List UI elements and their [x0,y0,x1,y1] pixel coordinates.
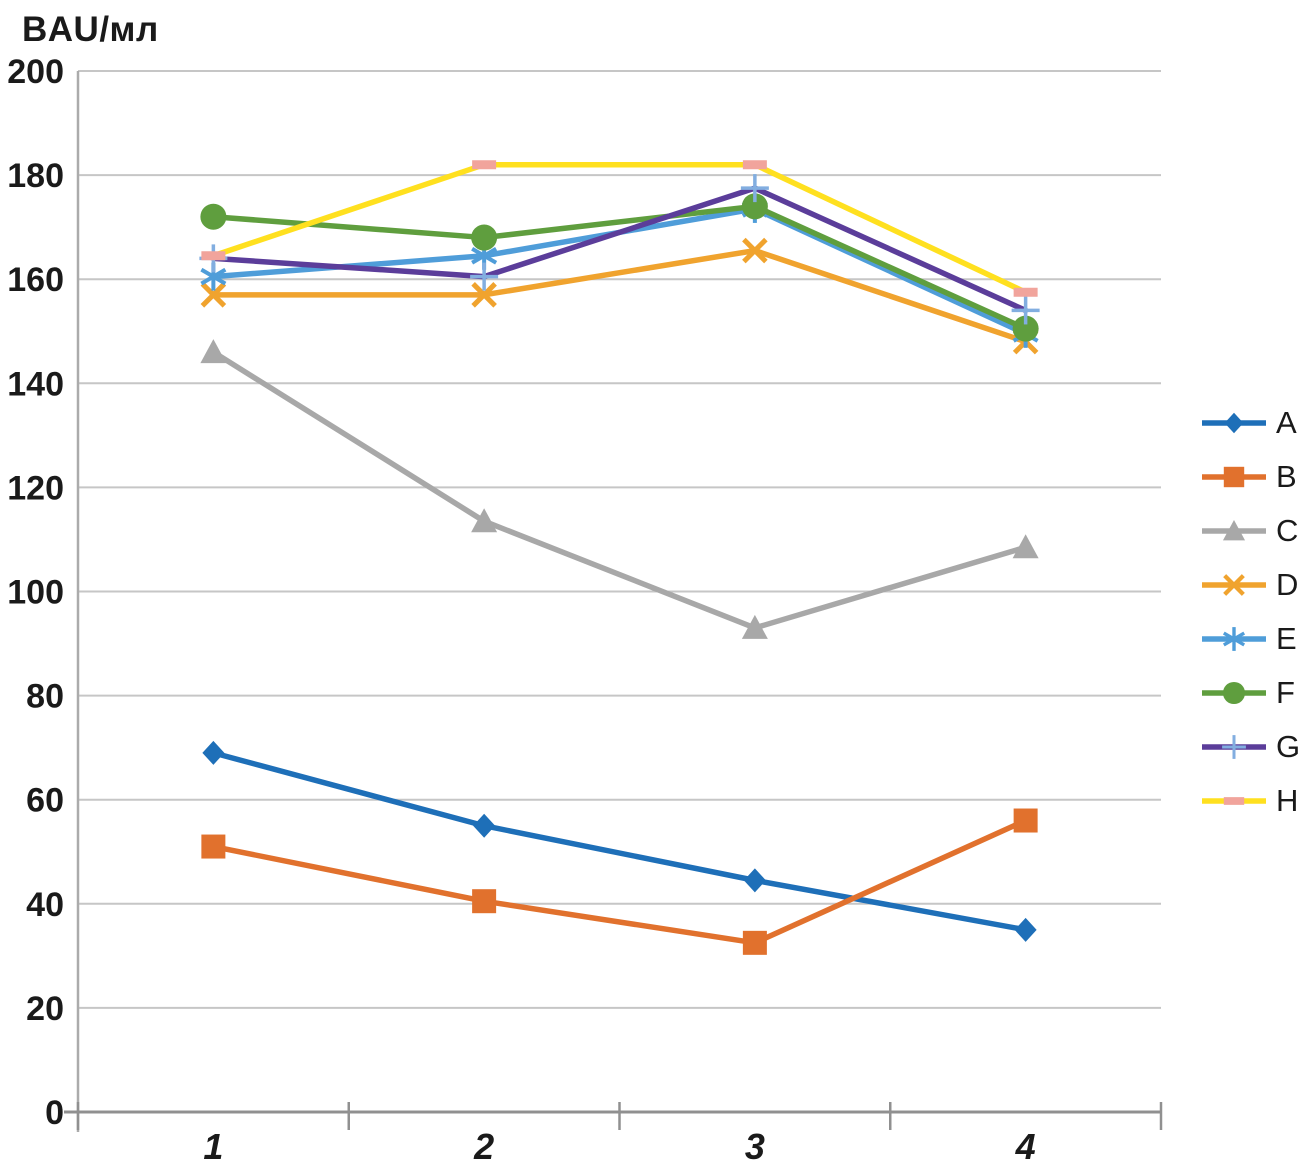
series-line-F [210,203,1029,332]
data-point-G-2 [470,262,499,291]
y-tick-label: 140 [7,365,64,403]
data-point-F-3 [741,193,768,220]
legend-item-D: D [1200,558,1300,612]
y-tick-label: 20 [26,990,64,1028]
legend-item-C: C [1200,504,1300,558]
data-point-G-3 [740,174,769,203]
legend-marker-diamond-icon [1202,412,1266,434]
y-tick-label: 160 [7,261,64,299]
data-point-C-2 [471,508,498,533]
legend-marker-asterisk-icon [1202,627,1266,651]
data-point-A-1 [202,740,225,765]
legend-item-H: H [1200,774,1300,828]
series-C [200,339,1039,639]
legend-marker-square-icon [1202,466,1266,488]
y-tick-label: 40 [26,886,64,924]
legend-label: E [1276,621,1297,656]
legend-marker-dash-icon [1202,797,1266,805]
y-tick-label: 180 [7,157,64,195]
data-point-B-2 [472,889,497,914]
data-point-C-1 [200,339,227,364]
legend-label: H [1276,783,1299,818]
legend-label: B [1276,459,1297,494]
legend-item-E: E [1200,612,1300,666]
data-point-G-4 [1011,296,1040,325]
series-B [201,808,1038,955]
data-point-D-3 [742,237,768,264]
series-line-B [210,817,1029,946]
series-G [199,174,1040,325]
data-point-A-3 [743,868,766,893]
data-point-F-1 [200,203,227,230]
data-point-B-1 [201,834,226,859]
x-tick-label: 4 [1015,1126,1036,1167]
legend-marker-plus-icon [1202,735,1266,759]
y-axis-labels: 0 20 40 60 80 100 120 140 160 180 200 [7,53,64,1132]
legend-label: F [1276,675,1295,710]
data-point-A-4 [1014,917,1037,942]
legend-item-A: A [1200,396,1300,450]
y-tick-label: 200 [7,53,64,91]
y-tick-label: 60 [26,782,64,820]
data-point-F-2 [471,224,498,251]
series-F [200,193,1039,342]
data-point-A-2 [473,813,496,838]
series-line-H [210,161,1029,295]
data-point-D-1 [200,282,227,308]
data-point-C-4 [1012,534,1039,559]
series-H [201,160,1038,297]
legend-marker-triangle-icon [1202,519,1266,541]
x-tick-label: 2 [473,1126,494,1167]
series-A [202,740,1037,942]
legend-label: C [1276,513,1299,548]
legend-label: D [1276,567,1299,602]
gridlines [78,70,1161,1009]
series-line-G [210,185,1029,314]
y-tick-label: 80 [26,678,64,716]
data-point-B-4 [1013,808,1038,833]
series-line-D [210,247,1029,345]
y-tick-label: 120 [7,469,64,507]
legend-item-F: F [1200,666,1300,720]
y-tick-label: 0 [45,1094,64,1132]
legend-label: A [1276,405,1297,440]
data-point-C-3 [741,614,768,639]
series-line-C [210,349,1029,631]
legend-item-G: G [1200,720,1300,774]
x-tick-label: 1 [203,1126,223,1167]
data-point-F-4 [1012,315,1039,342]
chart-title: BAU/мл [22,10,159,49]
data-point-D-2 [471,282,497,308]
x-axis-ticks [76,1102,1163,1130]
legend-item-B: B [1200,450,1300,504]
y-tick-label: 100 [7,574,64,612]
x-tick-label: 3 [745,1126,765,1167]
legend-label: G [1276,729,1301,764]
series-line-A [210,750,1029,933]
x-axis-labels: 1 2 3 4 [203,1126,1035,1167]
legend-marker-circle-icon [1202,681,1266,705]
legend-marker-x-icon [1202,574,1266,596]
data-point-B-3 [742,930,767,955]
